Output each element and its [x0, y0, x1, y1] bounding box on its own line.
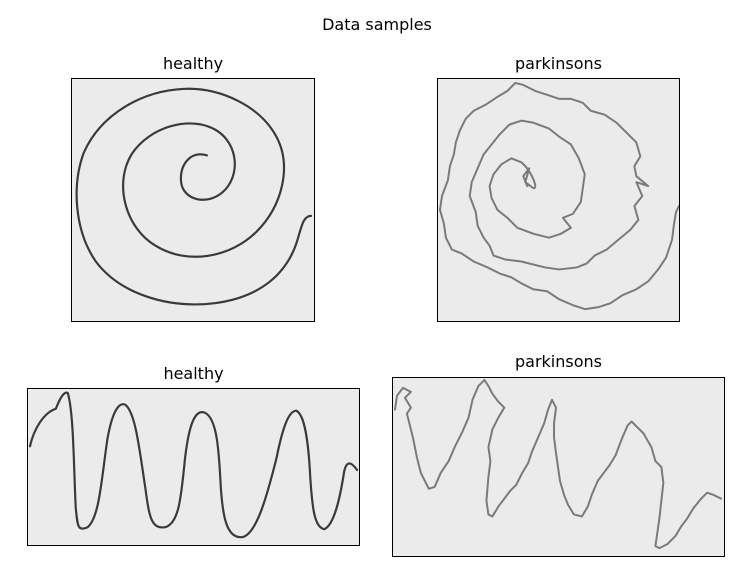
healthy-spiral-image	[71, 78, 315, 322]
panel-title-healthy-spiral: healthy	[162, 54, 224, 73]
panel-title-parkinsons-spiral: parkinsons	[515, 54, 602, 73]
parkinsons-wave-image	[392, 377, 725, 557]
healthy-wave-stroke	[28, 391, 359, 539]
parkinsons-spiral-stroke	[438, 81, 679, 311]
healthy-spiral-drawing	[75, 87, 313, 306]
panel-title-healthy-wave: healthy	[163, 364, 224, 383]
healthy-wave-image	[27, 388, 360, 546]
panel-title-parkinsons-wave: parkinsons	[515, 352, 602, 371]
healthy-spiral-stroke	[75, 87, 313, 306]
figure-title: Data samples	[322, 15, 432, 34]
parkinsons-spiral-drawing	[438, 81, 679, 311]
parkinsons-wave-drawing	[393, 378, 723, 550]
parkinsons-wave-stroke	[393, 378, 723, 550]
parkinsons-spiral-image	[437, 78, 680, 322]
healthy-wave-drawing	[28, 391, 359, 539]
